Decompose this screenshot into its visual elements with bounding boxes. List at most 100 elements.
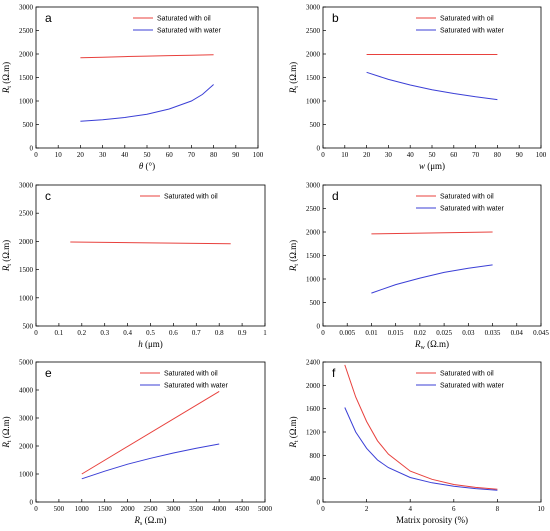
- x-tick-label: 0.015: [388, 329, 404, 337]
- y-axis-label: Rt (Ω.m): [1, 240, 13, 272]
- y-tick-label: 1500: [306, 252, 321, 260]
- x-tick-label: 0.7: [192, 329, 201, 337]
- y-tick-label: 500: [310, 299, 321, 307]
- x-tick-label: 70: [188, 151, 196, 159]
- x-tick-label: 0.04: [511, 329, 524, 337]
- plot-frame: [35, 6, 259, 149]
- x-tick-label: 0.1: [55, 329, 64, 337]
- x-tick-label: 20: [363, 151, 371, 159]
- x-axis-label: θ (°): [139, 161, 155, 171]
- chart-panel-e: 0 500 1000 1500 2000 2500 3000 3500 4000 4500 5000…: [1, 359, 273, 528]
- x-tick-label: 1500: [98, 505, 113, 513]
- x-tick-label: 0: [34, 329, 38, 337]
- x-tick-label: 0.3: [100, 329, 109, 337]
- x-tick-label: 80: [494, 151, 502, 159]
- x-axis-label: h (μm): [138, 339, 163, 349]
- x-tick-label: 40: [121, 151, 129, 159]
- y-tick-label: 1600: [306, 405, 321, 413]
- y-tick-label: 1000: [19, 294, 34, 302]
- series-line: [80, 84, 214, 122]
- y-axis-label: Rt (Ω.m): [1, 62, 13, 94]
- x-tick-label: 0.025: [436, 329, 452, 337]
- panel-label: d: [332, 189, 339, 203]
- x-tick-label: 2500: [144, 505, 159, 513]
- y-tick-label: 2500: [19, 27, 34, 35]
- y-tick-label: 0: [317, 499, 321, 507]
- y-tick-label: 1500: [306, 74, 321, 82]
- chart-panel-f: 0 2 4 6 8 10 0 400 800 1200 1600 2000 2400 f Rt (Ω.m) M…: [288, 359, 545, 526]
- y-tick-label: 500: [23, 121, 34, 129]
- x-tick-label: 0.02: [414, 329, 427, 337]
- x-axis-label: w (μm): [419, 161, 445, 171]
- x-tick-label: 2: [365, 505, 369, 513]
- series-line: [366, 71, 498, 101]
- legend-label: Saturated with water: [440, 206, 504, 213]
- legend-label: Saturated with oil: [440, 371, 494, 378]
- x-tick-label: 4500: [235, 505, 250, 513]
- plot-frame: [322, 184, 542, 327]
- x-tick-label: 50: [429, 151, 437, 159]
- x-tick-label: 1000: [75, 505, 90, 513]
- y-axis-label: Rt (Ω.m): [1, 416, 13, 448]
- y-tick-label: 1000: [19, 98, 34, 106]
- y-tick-label: 2500: [306, 205, 321, 213]
- chart-panel-c: 0 0.1 0.2 0.3 0.4 0.5 0.6 0.7 0.8 0.9 150010001500…: [1, 182, 267, 350]
- x-tick-label: 100: [253, 151, 264, 159]
- legend-label: Saturated with oil: [440, 16, 494, 23]
- series-line: [344, 364, 498, 490]
- y-tick-label: 1000: [306, 276, 321, 284]
- y-axis-label: Rt (Ω.m): [288, 62, 300, 94]
- x-tick-label: 0.5: [146, 329, 155, 337]
- y-tick-label: 2000: [306, 51, 321, 59]
- x-tick-label: 0: [321, 151, 325, 159]
- y-tick-label: 2000: [306, 229, 321, 237]
- y-axis-label: Rt (Ω.m): [288, 240, 300, 272]
- series-line: [80, 54, 214, 59]
- series-line: [371, 264, 493, 294]
- y-tick-label: 2000: [19, 238, 34, 246]
- x-tick-label: 90: [516, 151, 524, 159]
- x-tick-label: 30: [99, 151, 107, 159]
- x-tick-label: 90: [232, 151, 240, 159]
- x-tick-label: 4: [408, 505, 412, 513]
- x-axis-label: Rw (Ω.m): [414, 339, 449, 351]
- x-tick-label: 20: [77, 151, 85, 159]
- x-tick-label: 2000: [121, 505, 136, 513]
- y-tick-label: 2500: [19, 210, 34, 218]
- y-tick-label: 0: [317, 145, 321, 153]
- legend-label: Saturated with water: [440, 28, 504, 35]
- series-line: [81, 443, 220, 480]
- legend-label: Saturated with water: [164, 383, 228, 390]
- y-tick-label: 2500: [306, 27, 321, 35]
- x-tick-label: 8: [496, 505, 500, 513]
- y-tick-label: 0: [30, 145, 34, 153]
- y-tick-label: 2400: [306, 359, 321, 367]
- y-tick-label: 500: [23, 323, 34, 331]
- x-tick-label: 80: [210, 151, 218, 159]
- y-tick-label: 1000: [19, 471, 34, 479]
- x-tick-label: 4000: [212, 505, 227, 513]
- legend-label: Saturated with oil: [164, 194, 218, 201]
- y-tick-label: 2000: [19, 443, 34, 451]
- x-tick-label: 5000: [258, 505, 273, 513]
- panel-label: c: [45, 189, 51, 203]
- series-line: [81, 390, 220, 475]
- y-tick-label: 1500: [19, 74, 34, 82]
- legend-label: Saturated with water: [157, 28, 221, 35]
- y-tick-label: 1500: [19, 266, 34, 274]
- legend-label: Saturated with oil: [157, 16, 211, 23]
- y-tick-label: 0: [30, 499, 34, 507]
- x-tick-label: 60: [450, 151, 458, 159]
- y-tick-label: 400: [310, 475, 321, 483]
- series-line: [70, 241, 231, 245]
- plot-frame: [35, 184, 266, 327]
- x-tick-label: 0.035: [485, 329, 501, 337]
- y-tick-label: 2000: [306, 382, 321, 390]
- x-tick-label: 0.01: [365, 329, 378, 337]
- x-tick-label: 500: [54, 505, 65, 513]
- x-tick-label: 10: [538, 505, 546, 513]
- legend-label: Saturated with oil: [440, 194, 494, 201]
- x-tick-label: 3000: [166, 505, 181, 513]
- x-tick-label: 0.045: [533, 329, 549, 337]
